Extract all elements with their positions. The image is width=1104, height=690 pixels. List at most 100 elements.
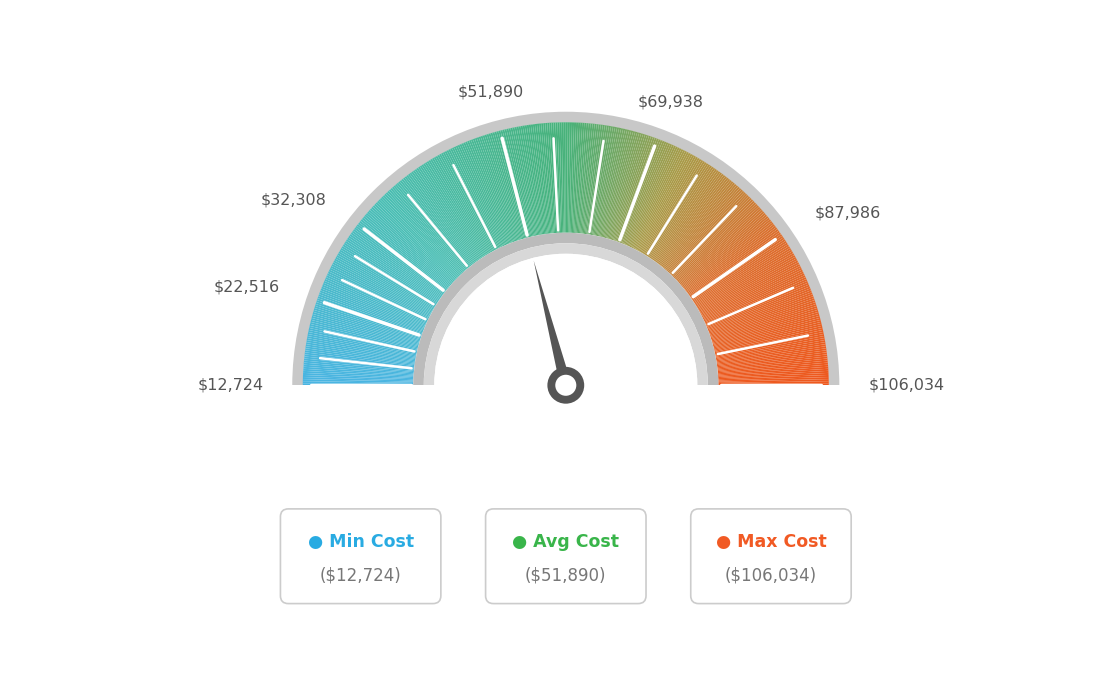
Wedge shape <box>465 141 509 244</box>
Wedge shape <box>603 130 631 237</box>
Wedge shape <box>425 162 485 257</box>
Wedge shape <box>711 302 816 338</box>
Wedge shape <box>439 154 493 252</box>
Wedge shape <box>416 168 480 259</box>
Wedge shape <box>700 259 797 313</box>
Wedge shape <box>707 283 809 327</box>
Wedge shape <box>693 241 787 302</box>
Wedge shape <box>682 216 768 288</box>
Wedge shape <box>428 160 487 255</box>
Wedge shape <box>647 162 707 257</box>
Wedge shape <box>457 145 505 246</box>
Wedge shape <box>312 312 420 344</box>
Wedge shape <box>413 233 719 385</box>
Wedge shape <box>590 126 609 235</box>
Wedge shape <box>704 273 805 322</box>
Wedge shape <box>718 357 828 370</box>
Wedge shape <box>322 284 425 328</box>
Text: $69,938: $69,938 <box>638 95 704 109</box>
Wedge shape <box>715 334 825 357</box>
Wedge shape <box>709 293 813 333</box>
Wedge shape <box>573 123 581 233</box>
Wedge shape <box>318 296 422 335</box>
Wedge shape <box>471 139 512 243</box>
Wedge shape <box>329 270 428 319</box>
FancyBboxPatch shape <box>486 509 646 604</box>
Wedge shape <box>716 351 827 366</box>
Wedge shape <box>521 126 541 235</box>
Wedge shape <box>670 193 747 275</box>
Wedge shape <box>707 284 809 328</box>
Wedge shape <box>605 131 635 238</box>
Wedge shape <box>524 125 543 235</box>
Wedge shape <box>537 124 550 234</box>
Wedge shape <box>719 375 829 380</box>
Wedge shape <box>467 141 510 244</box>
Wedge shape <box>595 128 619 236</box>
Wedge shape <box>657 174 724 264</box>
Wedge shape <box>355 226 445 294</box>
Wedge shape <box>527 125 544 235</box>
Wedge shape <box>302 373 413 380</box>
Wedge shape <box>719 383 829 385</box>
Wedge shape <box>623 141 667 244</box>
Text: $32,308: $32,308 <box>261 193 327 208</box>
Wedge shape <box>703 270 803 319</box>
Wedge shape <box>519 126 540 235</box>
Wedge shape <box>597 128 622 236</box>
Text: $106,034: $106,034 <box>868 377 944 393</box>
Wedge shape <box>669 192 746 274</box>
Wedge shape <box>718 355 827 368</box>
Wedge shape <box>576 123 586 233</box>
Wedge shape <box>594 127 617 236</box>
Wedge shape <box>327 273 427 322</box>
Wedge shape <box>391 188 465 272</box>
Wedge shape <box>699 255 795 310</box>
Wedge shape <box>335 259 432 313</box>
Wedge shape <box>655 171 721 262</box>
Wedge shape <box>388 190 464 273</box>
Wedge shape <box>479 137 517 242</box>
Wedge shape <box>337 255 433 310</box>
Wedge shape <box>307 334 416 357</box>
Wedge shape <box>309 328 417 353</box>
Wedge shape <box>305 353 414 367</box>
Wedge shape <box>578 124 591 233</box>
Wedge shape <box>304 362 414 373</box>
Wedge shape <box>631 148 681 248</box>
Wedge shape <box>403 177 473 266</box>
Wedge shape <box>375 202 456 280</box>
Wedge shape <box>718 368 828 377</box>
Wedge shape <box>691 234 782 299</box>
Wedge shape <box>705 281 808 326</box>
Wedge shape <box>406 175 475 264</box>
Wedge shape <box>450 148 500 248</box>
Wedge shape <box>404 176 474 265</box>
Wedge shape <box>593 126 615 235</box>
Wedge shape <box>712 312 819 344</box>
Wedge shape <box>469 140 511 244</box>
Wedge shape <box>650 166 713 259</box>
Wedge shape <box>666 186 740 271</box>
Wedge shape <box>565 122 567 233</box>
Wedge shape <box>627 145 675 246</box>
Wedge shape <box>505 129 531 237</box>
Wedge shape <box>716 344 826 362</box>
Wedge shape <box>498 130 528 238</box>
Wedge shape <box>629 146 678 247</box>
Wedge shape <box>459 144 506 246</box>
Wedge shape <box>711 306 817 340</box>
Wedge shape <box>507 128 532 237</box>
Polygon shape <box>533 260 572 386</box>
Wedge shape <box>614 136 651 241</box>
Text: ($51,890): ($51,890) <box>526 567 606 585</box>
Wedge shape <box>564 122 565 233</box>
Wedge shape <box>716 348 827 365</box>
Wedge shape <box>713 320 821 348</box>
Wedge shape <box>304 360 414 372</box>
Wedge shape <box>609 133 644 239</box>
Wedge shape <box>488 133 522 239</box>
Wedge shape <box>638 154 692 252</box>
Wedge shape <box>312 314 420 345</box>
Wedge shape <box>602 130 629 237</box>
